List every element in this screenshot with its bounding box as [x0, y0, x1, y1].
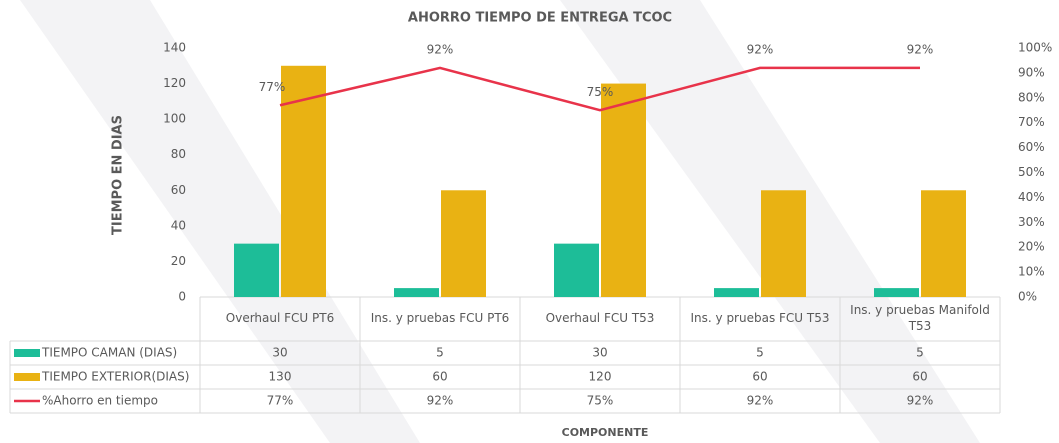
bar: [714, 288, 759, 297]
y-tick-label: 80: [171, 147, 186, 161]
table-value: 60: [752, 370, 767, 384]
data-label: 92%: [747, 42, 774, 56]
x-tick-label: Ins. y pruebas FCU PT6: [365, 298, 515, 340]
table-value: 92%: [427, 394, 454, 408]
bar: [874, 288, 919, 297]
table-value: 5: [756, 346, 764, 360]
y2-tick-label: 0%: [1018, 290, 1037, 304]
x-tick-label: Ins. y pruebas FCU T53: [685, 298, 835, 340]
table-value: 92%: [747, 394, 774, 408]
y2-tick-label: 80%: [1018, 90, 1045, 104]
y-tick-label: 100: [163, 112, 186, 126]
y-tick-label: 120: [163, 76, 186, 90]
y-tick-label: 60: [171, 183, 186, 197]
y-tick-label: 0: [178, 290, 186, 304]
x-axis-title: COMPONENTE: [562, 426, 649, 439]
y-axis-title: TIEMPO EN DIAS: [111, 115, 126, 235]
category-cell: Ins. y pruebas FCU T53: [685, 298, 835, 340]
legend-swatch: [14, 349, 40, 357]
bar: [601, 84, 646, 297]
y2-tick-label: 30%: [1018, 215, 1045, 229]
data-label: 92%: [907, 42, 934, 56]
bar: [441, 190, 486, 297]
y-tick-label: 140: [163, 41, 186, 55]
table-value: 120: [589, 370, 612, 384]
table-value: 130: [269, 370, 292, 384]
y2-tick-label: 50%: [1018, 165, 1045, 179]
bar: [234, 244, 279, 297]
legend-label: %Ahorro en tiempo: [42, 394, 158, 408]
table-value: 77%: [267, 394, 294, 408]
table-value: 30: [272, 346, 287, 360]
legend-swatch: [14, 373, 40, 381]
legend-label: TIEMPO CAMAN (DIAS): [41, 346, 177, 360]
table-value: 5: [436, 346, 444, 360]
table-value: 92%: [907, 394, 934, 408]
table-value: 75%: [587, 394, 614, 408]
data-label: 75%: [587, 85, 614, 99]
x-tick-label: Overhaul FCU T53: [525, 298, 675, 340]
table-value: 30: [592, 346, 607, 360]
bar: [921, 190, 966, 297]
table-value: 60: [432, 370, 447, 384]
y2-tick-label: 40%: [1018, 190, 1045, 204]
chart-title: AHORRO TIEMPO DE ENTREGA TCOC: [408, 11, 672, 26]
y-tick-label: 20: [171, 254, 186, 268]
y2-tick-label: 70%: [1018, 115, 1045, 129]
category-cell: Ins. y pruebas Manifold T53: [845, 298, 995, 340]
chart: AHORRO TIEMPO DE ENTREGA TCOC TIEMPO EN …: [0, 0, 1059, 443]
data-label: 92%: [427, 42, 454, 56]
legend-label: TIEMPO EXTERIOR(DIAS): [41, 370, 189, 384]
y2-tick-label: 20%: [1018, 240, 1045, 254]
table-value: 60: [912, 370, 927, 384]
bar: [394, 288, 439, 297]
y2-tick-label: 10%: [1018, 265, 1045, 279]
x-tick-label: Overhaul FCU PT6: [205, 298, 355, 340]
y-tick-label: 40: [171, 218, 186, 232]
category-cell: Overhaul FCU PT6: [205, 298, 355, 340]
x-tick-label: Ins. y pruebas Manifold T53: [845, 298, 995, 340]
table-value: 5: [916, 346, 924, 360]
bar: [554, 244, 599, 297]
category-cell: Overhaul FCU T53: [525, 298, 675, 340]
y2-tick-label: 60%: [1018, 140, 1045, 154]
y2-tick-label: 90%: [1018, 65, 1045, 79]
bar: [761, 190, 806, 297]
category-cell: Ins. y pruebas FCU PT6: [365, 298, 515, 340]
y2-tick-label: 100%: [1018, 41, 1052, 55]
data-label: 77%: [259, 80, 286, 94]
